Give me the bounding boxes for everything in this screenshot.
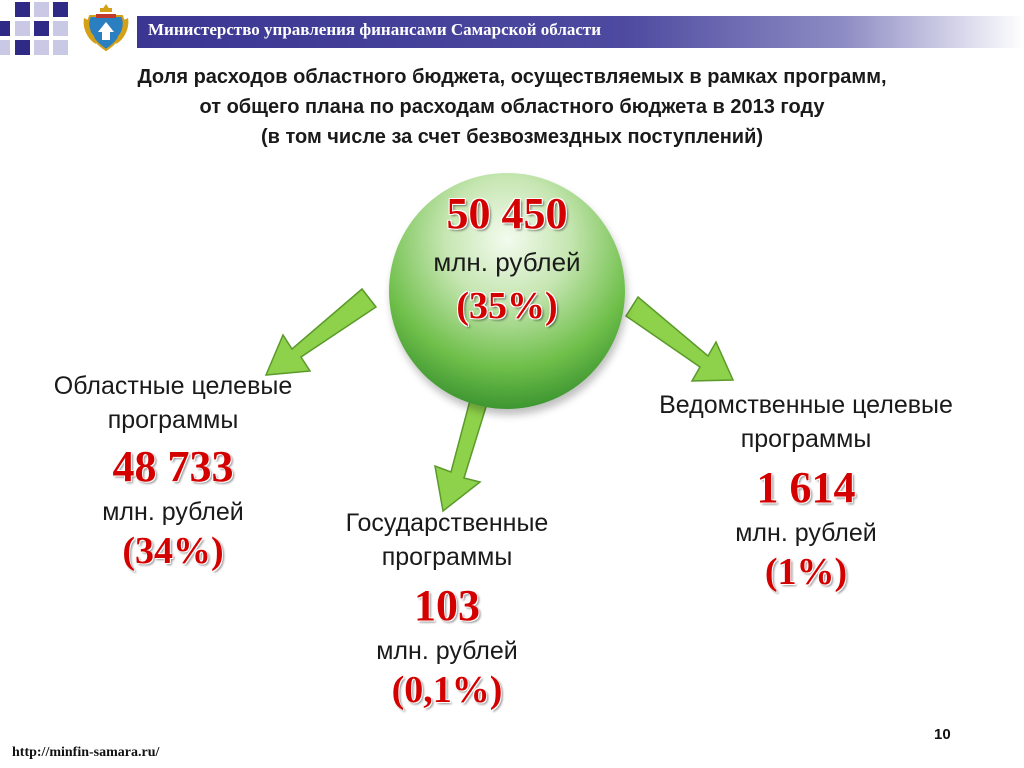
total-unit: млн. рублей xyxy=(433,247,581,277)
total-circle xyxy=(389,173,625,409)
state-programs-value: 103 xyxy=(414,581,480,630)
coat-of-arms-icon xyxy=(83,4,129,52)
regional-programs-value: 48 733 xyxy=(112,442,234,491)
total-percent: (35%) xyxy=(456,285,558,327)
slide-title: Доля расходов областного бюджета, осущес… xyxy=(40,62,984,152)
state-programs-block: Государственные программы 103 млн. рубле… xyxy=(307,506,587,712)
header-title: Министерство управления финансами Самарс… xyxy=(148,20,602,39)
state-programs-label: программы xyxy=(381,543,513,571)
page-number: 10 xyxy=(934,726,951,743)
regional-programs-block: Областные целевые программы 48 733 млн. … xyxy=(18,369,328,573)
slide-title-line: (в том числе за счет безвозмездных посту… xyxy=(260,126,764,148)
departmental-programs-block: Ведомственные целевые программы 1 614 мл… xyxy=(620,388,992,594)
state-programs-percent: (0,1%) xyxy=(391,669,503,711)
header-bar xyxy=(137,16,1024,48)
state-programs-unit: млн. рублей xyxy=(376,637,518,665)
regional-programs-percent: (34%) xyxy=(122,530,224,572)
departmental-programs-percent: (1%) xyxy=(764,551,848,593)
departmental-programs-label: программы xyxy=(740,425,872,453)
arrow-left-icon xyxy=(264,287,378,376)
state-programs-label: Государственные xyxy=(345,509,549,537)
regional-programs-label: программы xyxy=(107,406,239,434)
slide-title-line: Доля расходов областного бюджета, осущес… xyxy=(137,66,887,88)
departmental-programs-value: 1 614 xyxy=(756,463,856,512)
regional-programs-label: Областные целевые xyxy=(53,372,293,400)
arrow-right-icon xyxy=(624,295,735,382)
departmental-programs-label: Ведомственные целевые xyxy=(659,391,953,419)
total-value: 50 450 xyxy=(446,189,568,238)
slide-title-line: от общего плана по расходам областного б… xyxy=(199,96,825,118)
arrow-down-icon xyxy=(434,388,491,513)
footer-url-link[interactable]: http://minfin-samara.ru/ xyxy=(12,745,160,760)
regional-programs-unit: млн. рублей xyxy=(102,498,244,526)
departmental-programs-unit: млн. рублей xyxy=(735,519,877,547)
